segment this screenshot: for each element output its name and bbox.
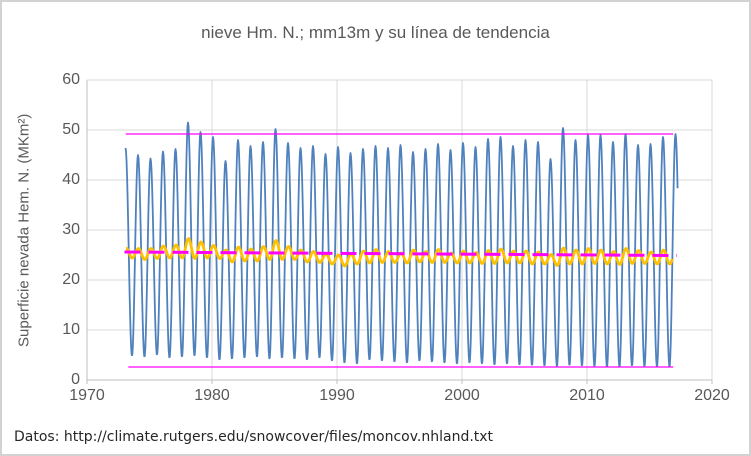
x-tick-label: 1980 — [194, 387, 230, 404]
x-tick-label: 1990 — [319, 387, 355, 404]
y-tick-label: 40 — [62, 171, 80, 188]
x-tick-label: 2020 — [694, 387, 730, 404]
y-tick-label: 30 — [62, 221, 80, 238]
y-tick-label: 50 — [62, 121, 80, 138]
chart-title: nieve Hm. N.; mm13m y su línea de tenden… — [201, 23, 550, 42]
monthly-snow-line — [124, 121, 679, 368]
x-tick-label: 2000 — [444, 387, 480, 404]
y-tick-label: 20 — [62, 271, 80, 288]
y-tick-label: 60 — [62, 71, 80, 88]
trend-line — [124, 250, 678, 257]
source-note: Datos: http://climate.rutgers.edu/snowco… — [14, 429, 494, 445]
x-tick-label: 1970 — [69, 387, 105, 404]
y-tick-label: 10 — [62, 321, 80, 338]
x-tick-label: 2010 — [569, 387, 605, 404]
y-tick-label: 0 — [71, 371, 80, 388]
